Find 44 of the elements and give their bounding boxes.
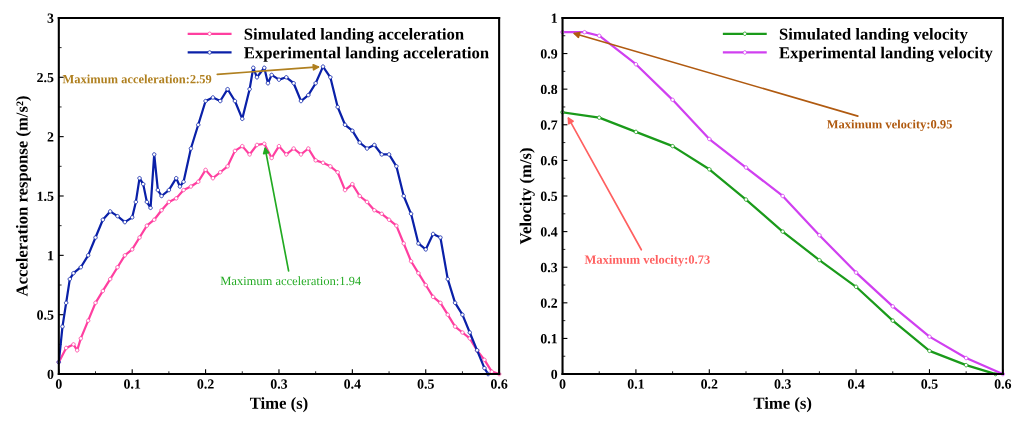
x-tick-label: 0.3 xyxy=(270,379,288,389)
x-tick-label: 0.4 xyxy=(344,379,361,389)
x-tick-label: 0.5 xyxy=(921,379,938,389)
y-tick-label: 0.2 xyxy=(540,298,558,308)
y-tick-label: 1.5 xyxy=(37,191,54,202)
y-tick-label: 0.5 xyxy=(37,310,54,320)
y-tick-label: 0.8 xyxy=(540,84,558,95)
x-tick-label: 0.4 xyxy=(847,379,865,389)
x-tick-label: 0.2 xyxy=(197,379,214,389)
x-tick-label: 0.6 xyxy=(994,379,1012,389)
y-axis-title: Acceleration response (m/s²) xyxy=(15,96,32,297)
y-tick-label: 1 xyxy=(48,251,54,261)
y-tick-label: 0.6 xyxy=(540,155,558,166)
y-tick-label: 0.5 xyxy=(540,191,558,202)
x-axis-title: Time (s) xyxy=(249,397,308,413)
x-tick-label: 0.1 xyxy=(124,379,141,389)
x-tick-label: 0.3 xyxy=(774,379,791,389)
y-tick-label: 1 xyxy=(551,13,557,23)
legend-label: Simulated landing velocity xyxy=(779,28,968,44)
y-tick-label: 0.7 xyxy=(540,120,558,130)
annotation: Maximum velocity:0.73 xyxy=(584,254,710,267)
x-tick-label: 0 xyxy=(55,379,62,389)
y-tick-label: 0 xyxy=(551,369,558,380)
y-tick-label: 0.3 xyxy=(540,262,558,273)
y-tick-label: 3 xyxy=(47,13,54,23)
annotation: Maximum acceleration:1.94 xyxy=(220,276,361,286)
y-tick-label: 0.9 xyxy=(540,49,558,59)
legend-label: Experimental landing acceleration xyxy=(244,46,489,62)
x-tick-label: 0.5 xyxy=(417,379,434,389)
x-tick-label: 0.6 xyxy=(490,379,508,389)
y-tick-label: 2 xyxy=(47,132,54,142)
legend-label: Simulated landing acceleration xyxy=(244,28,464,44)
y-axis-title: Velocity (m/s) xyxy=(519,148,535,245)
x-tick-label: 0.1 xyxy=(627,379,644,389)
x-tick-label: 0 xyxy=(559,379,566,389)
y-tick-label: 0.4 xyxy=(540,227,558,237)
y-tick-label: 0.1 xyxy=(540,334,557,344)
y-tick-label: 0 xyxy=(47,369,54,380)
legend-label: Experimental landing velocity xyxy=(779,46,993,62)
y-tick-label: 2.5 xyxy=(37,72,54,83)
x-axis-title: Time (s) xyxy=(753,397,812,413)
annotation: Maximum acceleration:2.59 xyxy=(62,74,212,84)
x-tick-label: 0.2 xyxy=(701,379,718,389)
annotation: Maximum velocity:0.95 xyxy=(826,119,952,132)
